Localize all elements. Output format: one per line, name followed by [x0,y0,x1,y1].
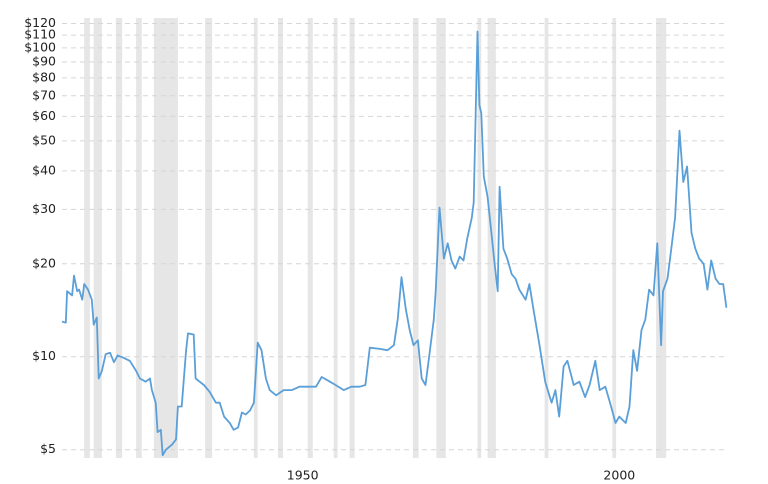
shaded-range [277,18,284,458]
shaded-range [153,18,178,458]
shaded-range [477,18,482,458]
y-tick-label: $50 [32,132,56,147]
y-tick-label: $110 [24,27,56,42]
y-tick-label: $120 [24,15,56,30]
shaded-range [253,18,258,458]
x-tick-label: 2000 [603,468,635,483]
shaded-range [612,18,617,458]
shaded-range [333,18,338,458]
shaded-range [84,18,90,458]
y-tick-label: $60 [32,108,56,123]
shaded-range [136,18,142,458]
shaded-range [115,18,123,458]
y-tick-label: $40 [32,162,56,177]
x-tick-label: 1950 [287,468,319,483]
y-tick-label: $90 [32,54,56,69]
shaded-range [656,18,667,458]
shaded-range [307,18,313,458]
price-line [61,30,728,457]
shaded-range [436,18,446,458]
shaded-range [93,18,102,458]
y-tick-label: $70 [32,87,56,102]
y-tick-label: $10 [32,348,56,363]
y-tick-label: $80 [32,69,56,84]
shaded-range [205,18,213,458]
y-tick-label: $5 [40,441,56,456]
shaded-range [544,18,549,458]
y-tick-label: $20 [32,255,56,270]
shaded-range [349,18,355,458]
y-tick-label: $100 [24,39,56,54]
y-tick-label: $30 [32,201,56,216]
shaded-range [412,18,419,458]
